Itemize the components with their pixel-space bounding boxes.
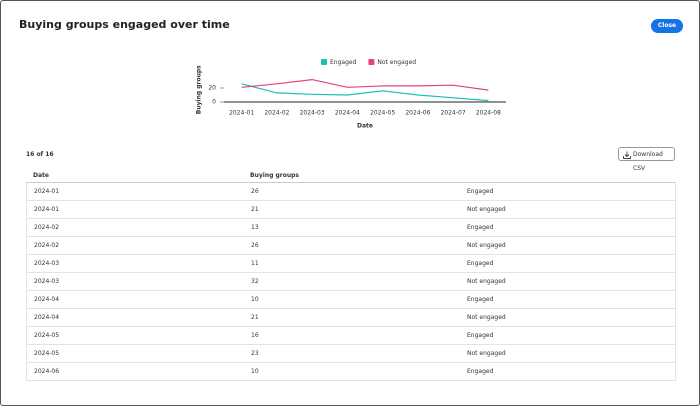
table-cell: 10 [251,368,259,375]
table-row: 2024-03 32 Not engaged [26,273,676,291]
y-tick-label: 20 [208,85,216,92]
table-cell: 26 [251,188,259,195]
series-line [241,83,489,102]
table-cell: 2024-04 [34,314,60,321]
table-row: 2024-01 26 Engaged [26,183,676,201]
table-cell: 21 [251,206,259,213]
table-cell: Engaged [467,368,494,375]
x-tick-label: 2024-07 [441,110,466,117]
column-header: Buying groups [250,172,299,179]
legend-label: Not engaged [377,59,416,66]
table-cell: 2024-05 [34,332,60,339]
table-row: 2024-03 11 Engaged [26,255,676,273]
table-cell: 2024-05 [34,350,60,357]
table-cell: Engaged [467,332,494,339]
chart: Engaged Not engaged 0 20 Buying groups 2024-0… [196,59,506,130]
x-tick-label: 2024-03 [300,110,325,117]
table-cell: 13 [251,224,259,231]
table-row: 2024-05 23 Not engaged [26,345,676,363]
table-row: 2024-05 16 Engaged [26,327,676,345]
table-cell: Engaged [467,224,494,231]
table-row: 2024-06 10 Engaged [26,363,676,381]
table-row: 2024-02 26 Not engaged [26,237,676,255]
table-cell: 2024-03 [34,260,60,267]
legend-swatch [368,59,375,65]
table-cell: Not engaged [467,242,506,249]
table-row: 2024-02 13 Engaged [26,219,676,237]
download-icon [623,151,631,159]
table-cell: 23 [251,350,259,357]
x-tick-label: 2024-01 [229,110,254,117]
table-header: Date Buying groups [26,167,676,183]
modal-title: Buying groups engaged over time [19,18,230,31]
table-cell: 2024-04 [34,296,60,303]
table-cell: Not engaged [467,206,506,213]
download-button[interactable]: Download CSV [618,147,675,172]
x-tick-label: 2024-02 [264,110,289,117]
column-header: Date [33,172,49,179]
table-cell: 2024-01 [34,188,60,195]
legend-swatch [321,59,327,65]
x-tick-label: 2024-04 [335,110,360,117]
table-cell: 26 [251,242,259,249]
x-tick-label: 2024-06 [405,110,430,117]
table-cell: Engaged [467,188,494,195]
table-cell: Engaged [467,296,494,303]
table-cell: 2024-03 [34,278,60,285]
table-row: 2024-04 10 Engaged [26,291,676,309]
table-cell: 2024-02 [34,242,60,249]
x-axis-label: Date [357,123,373,130]
table-cell: 16 [251,332,259,339]
y-tick-label: 0 [212,99,216,106]
table-cell: 2024-06 [34,368,60,375]
table-row: 2024-04 21 Not engaged [26,309,676,327]
legend-label: Engaged [330,59,357,66]
download-label: Download CSV [633,151,663,172]
table-cell: Not engaged [467,350,506,357]
table-row: 2024-01 21 Not engaged [26,201,676,219]
table-cell: Not engaged [467,278,506,285]
table-cell: 11 [251,260,259,267]
series-line [241,78,489,91]
close-button[interactable]: Close [651,19,683,33]
x-tick-label: 2024-05 [370,110,395,117]
table-cell: 10 [251,296,259,303]
y-axis-label: Buying groups [196,65,203,114]
row-count: 16 of 16 [26,151,54,158]
table-cell: Not engaged [467,314,506,321]
table: Date Buying groups 2024-01 26 Engaged 2024-01… [26,167,676,397]
table-cell: 32 [251,278,259,285]
table-cell: 2024-01 [34,206,60,213]
table-cell: 21 [251,314,259,321]
table-cell: 2024-02 [34,224,60,231]
table-cell: Engaged [467,260,494,267]
x-tick-label: 2024-08 [476,110,501,117]
